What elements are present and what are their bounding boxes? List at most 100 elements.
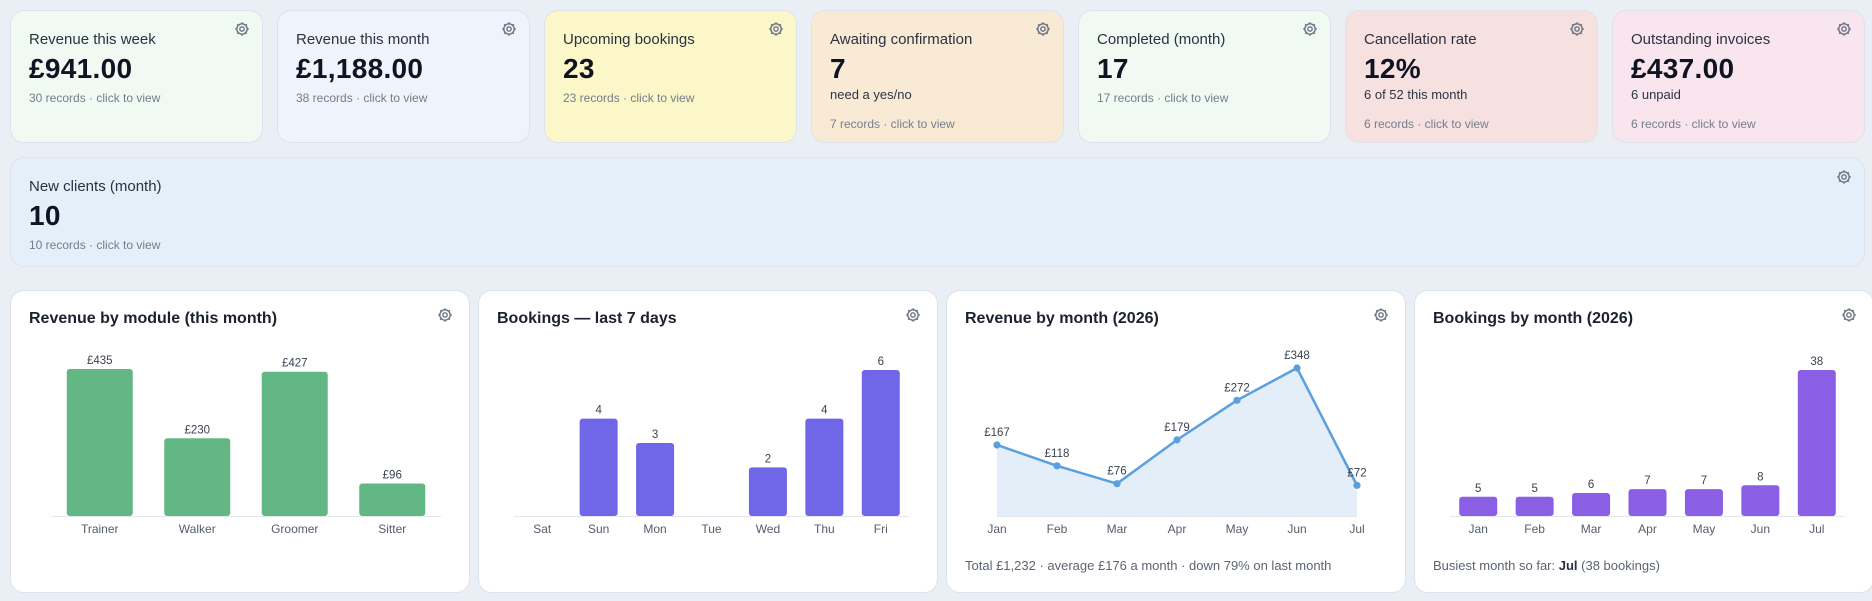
bar[interactable] <box>1741 485 1780 516</box>
stat-card-upcoming-bookings[interactable]: Upcoming bookings 23 23 records · click to… <box>544 10 797 143</box>
bar[interactable] <box>359 483 426 516</box>
panel-title: Bookings — last 7 days <box>497 310 677 327</box>
stat-card-awaiting-confirmation[interactable]: Awaiting confirmation 7 need a yes/no 7 rec… <box>811 10 1064 143</box>
stat-records-link[interactable]: 30 records · click to view <box>29 91 161 105</box>
bar[interactable] <box>748 467 787 516</box>
point-value-label: £72 <box>1347 467 1366 479</box>
stat-value: £941.00 <box>29 53 133 84</box>
panel-revenue-by-month: Revenue by month (2026) £167 Jan £118 Feb £7… <box>946 290 1406 593</box>
x-tick-label: Jan <box>987 522 1006 536</box>
gear-icon[interactable] <box>437 307 453 323</box>
bar-value-label: 38 <box>1810 356 1823 368</box>
bar[interactable] <box>579 418 618 516</box>
data-point[interactable] <box>1053 462 1061 470</box>
bar[interactable] <box>861 370 900 516</box>
data-point[interactable] <box>1353 481 1361 489</box>
bar[interactable] <box>261 371 328 516</box>
panel-bookings-last-7-days: Bookings — last 7 days Sat 4 Sun 3 Mon Tue 2 We… <box>478 290 938 593</box>
stat-card-revenue-week[interactable]: Revenue this week £941.00 30 records · cli… <box>10 10 263 143</box>
stat-value: 7 <box>830 53 846 84</box>
bar[interactable] <box>164 438 231 516</box>
stat-records-link[interactable]: 17 records · click to view <box>1097 91 1229 105</box>
stat-title: Completed (month) <box>1097 31 1226 48</box>
x-tick-label: Sun <box>588 522 609 536</box>
stat-title: Outstanding invoices <box>1631 31 1771 48</box>
stat-value: £437.00 <box>1631 53 1735 84</box>
stat-records-link[interactable]: 38 records · click to view <box>296 91 428 105</box>
gear-icon[interactable] <box>1035 21 1051 37</box>
gear-icon[interactable] <box>905 307 921 323</box>
x-tick-label: Jun <box>1751 522 1770 536</box>
stat-records-link[interactable]: 23 records · click to view <box>563 91 695 105</box>
gear-icon[interactable] <box>234 21 250 37</box>
bar[interactable] <box>66 369 133 516</box>
stat-records-link[interactable]: 6 records · click to view <box>1364 117 1489 131</box>
bar-value-label: 8 <box>1757 471 1763 483</box>
panel-title: Bookings by month (2026) <box>1433 310 1634 327</box>
bar-value-label: 6 <box>1588 479 1594 491</box>
gear-icon[interactable] <box>768 21 784 37</box>
bookings-last-7-days-chart: Sat 4 Sun 3 Mon Tue 2 Wed 4 Thu 6 Fri <box>514 356 909 536</box>
stat-records-link[interactable]: 6 records · click to view <box>1631 117 1756 131</box>
x-tick-label: May <box>1693 522 1716 536</box>
x-tick-label: Fri <box>874 522 888 536</box>
gear-icon[interactable] <box>1373 307 1389 323</box>
x-tick-label: Apr <box>1638 522 1657 536</box>
bar-value-label: £96 <box>383 470 402 482</box>
data-point[interactable] <box>1233 396 1241 404</box>
bar[interactable] <box>1515 496 1554 516</box>
panel-revenue-by-module: Revenue by module (this month) £435 Train… <box>10 290 470 593</box>
bar[interactable] <box>1797 370 1836 516</box>
bar[interactable] <box>1684 489 1723 516</box>
point-value-label: £348 <box>1284 350 1310 362</box>
point-value-label: £179 <box>1164 422 1190 434</box>
stat-records-link[interactable]: 7 records · click to view <box>830 117 955 131</box>
bar-value-label: £427 <box>282 358 308 370</box>
bar-value-label: 4 <box>595 405 602 417</box>
x-tick-label: May <box>1226 522 1249 536</box>
bar-value-label: 5 <box>1531 483 1537 495</box>
gear-icon[interactable] <box>501 21 517 37</box>
x-tick-label: Apr <box>1168 522 1187 536</box>
bar[interactable] <box>1628 489 1667 516</box>
stat-title: Revenue this week <box>29 31 156 48</box>
stat-card-new-clients[interactable]: New clients (month) 10 10 records · clic… <box>10 157 1865 267</box>
stat-card-outstanding-invoices[interactable]: Outstanding invoices £437.00 6 unpaid 6 rec… <box>1612 10 1865 143</box>
bar[interactable] <box>1572 492 1611 516</box>
x-tick-label: Mar <box>1581 522 1602 536</box>
data-point[interactable] <box>993 441 1001 449</box>
bar[interactable] <box>805 418 844 516</box>
data-point[interactable] <box>1293 364 1301 372</box>
x-tick-label: Jul <box>1349 522 1364 536</box>
stat-card-completed-month[interactable]: Completed (month) 17 17 records · click to… <box>1078 10 1331 143</box>
gear-icon[interactable] <box>1841 307 1857 323</box>
x-tick-label: Feb <box>1047 522 1068 536</box>
gear-icon[interactable] <box>1569 21 1585 37</box>
x-tick-label: Feb <box>1524 522 1545 536</box>
x-tick-label: Jul <box>1809 522 1824 536</box>
bar-value-label: 2 <box>765 453 771 465</box>
point-value-label: £118 <box>1045 448 1070 460</box>
bar[interactable] <box>1459 496 1498 516</box>
panel-title: Revenue by module (this month) <box>29 310 278 327</box>
x-tick-label: Wed <box>756 522 780 536</box>
gear-icon[interactable] <box>1302 21 1318 37</box>
data-point[interactable] <box>1113 480 1121 488</box>
data-point[interactable] <box>1173 436 1181 444</box>
x-tick-label: Trainer <box>81 522 119 536</box>
gear-icon[interactable] <box>1836 169 1852 185</box>
point-value-label: £272 <box>1224 382 1250 394</box>
footer-suffix: (38 bookings) <box>1577 558 1660 573</box>
stat-subtext: 6 unpaid <box>1631 87 1681 102</box>
stat-title: Awaiting confirmation <box>830 31 973 48</box>
stat-card-revenue-month[interactable]: Revenue this month £1,188.00 38 records · … <box>277 10 530 143</box>
x-tick-label: Jun <box>1287 522 1306 536</box>
stat-value: 10 <box>29 200 61 231</box>
bar-value-label: 5 <box>1475 483 1481 495</box>
point-value-label: £167 <box>984 427 1010 439</box>
x-tick-label: Tue <box>701 522 722 536</box>
bar[interactable] <box>636 443 675 516</box>
stat-card-cancellation-rate[interactable]: Cancellation rate 12% 6 of 52 this month 6 … <box>1345 10 1598 143</box>
stat-records-link[interactable]: 10 records · click to view <box>29 238 161 252</box>
gear-icon[interactable] <box>1836 21 1852 37</box>
